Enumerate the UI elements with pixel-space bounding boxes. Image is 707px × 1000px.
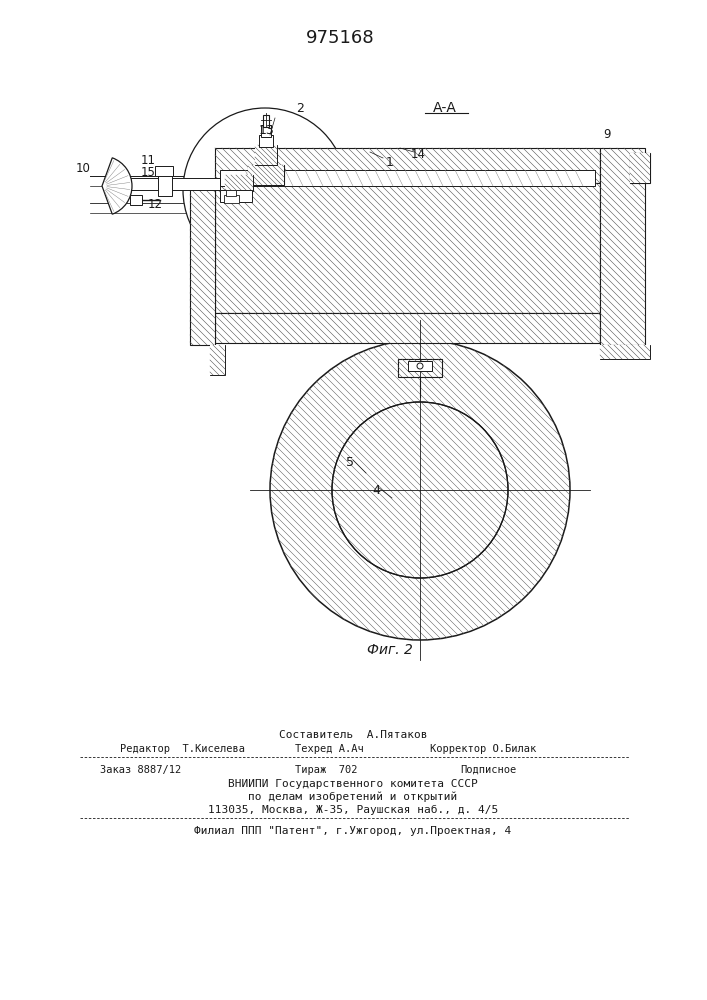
Text: 1: 1 bbox=[386, 156, 394, 169]
Circle shape bbox=[270, 340, 570, 640]
Text: 12: 12 bbox=[148, 198, 163, 212]
Bar bbox=[215, 313, 600, 343]
Bar bbox=[255, 145, 277, 165]
Text: 975168: 975168 bbox=[305, 29, 374, 47]
Text: 15: 15 bbox=[141, 166, 156, 180]
Bar bbox=[155, 166, 173, 176]
Bar bbox=[263, 115, 269, 127]
Bar bbox=[255, 145, 277, 165]
Bar bbox=[158, 168, 172, 196]
Bar bbox=[226, 190, 236, 196]
Text: Подписное: Подписное bbox=[460, 765, 516, 775]
Text: 9: 9 bbox=[603, 128, 611, 141]
Text: 10: 10 bbox=[76, 161, 90, 174]
Text: Филиал ППП "Патент", г.Ужгород, ул.Проектная, 4: Филиал ППП "Патент", г.Ужгород, ул.Проек… bbox=[194, 826, 512, 836]
Bar bbox=[130, 195, 142, 205]
Wedge shape bbox=[102, 158, 132, 214]
Bar bbox=[248, 165, 284, 185]
Text: Тираж  702: Тираж 702 bbox=[295, 765, 358, 775]
Bar bbox=[259, 135, 273, 147]
Bar bbox=[225, 175, 253, 191]
Circle shape bbox=[332, 402, 508, 578]
Bar bbox=[600, 345, 650, 359]
Bar bbox=[630, 153, 650, 183]
Bar bbox=[630, 153, 650, 183]
Text: 11: 11 bbox=[141, 153, 156, 166]
Bar bbox=[224, 195, 239, 203]
Bar bbox=[408, 361, 432, 371]
Bar bbox=[215, 148, 600, 183]
Text: 113035, Москва, Ж-35, Раушская наб., д. 4/5: 113035, Москва, Ж-35, Раушская наб., д. … bbox=[208, 805, 498, 815]
Text: 4: 4 bbox=[372, 484, 380, 496]
Bar bbox=[600, 345, 650, 359]
Circle shape bbox=[183, 108, 347, 272]
Text: 2: 2 bbox=[296, 102, 304, 114]
Bar bbox=[210, 345, 225, 375]
Bar bbox=[215, 183, 600, 313]
Bar bbox=[248, 165, 284, 185]
Bar bbox=[220, 190, 252, 202]
Bar bbox=[600, 148, 645, 345]
Text: Фиг. 2: Фиг. 2 bbox=[367, 643, 413, 657]
Text: 5: 5 bbox=[346, 456, 354, 468]
Bar bbox=[220, 170, 595, 186]
Bar bbox=[210, 345, 225, 375]
Text: 14: 14 bbox=[411, 148, 426, 161]
Bar bbox=[225, 175, 253, 191]
Text: Заказ 8887/12: Заказ 8887/12 bbox=[100, 765, 181, 775]
Bar bbox=[398, 359, 442, 377]
Text: 13: 13 bbox=[259, 123, 275, 136]
Bar bbox=[130, 178, 220, 190]
Text: Составитель  А.Пятаков: Составитель А.Пятаков bbox=[279, 730, 427, 740]
Text: по делам изобретений и открытий: по делам изобретений и открытий bbox=[248, 792, 457, 802]
Bar bbox=[190, 183, 215, 345]
Text: Редактор  Т.Киселева: Редактор Т.Киселева bbox=[120, 744, 245, 754]
Bar bbox=[261, 125, 271, 137]
Text: ВНИИПИ Государственного комитета СССР: ВНИИПИ Государственного комитета СССР bbox=[228, 779, 478, 789]
Text: А-А: А-А bbox=[433, 101, 457, 115]
Text: Корректор О.Билак: Корректор О.Билак bbox=[430, 744, 536, 754]
Text: Техред А.Ач: Техред А.Ач bbox=[295, 744, 363, 754]
